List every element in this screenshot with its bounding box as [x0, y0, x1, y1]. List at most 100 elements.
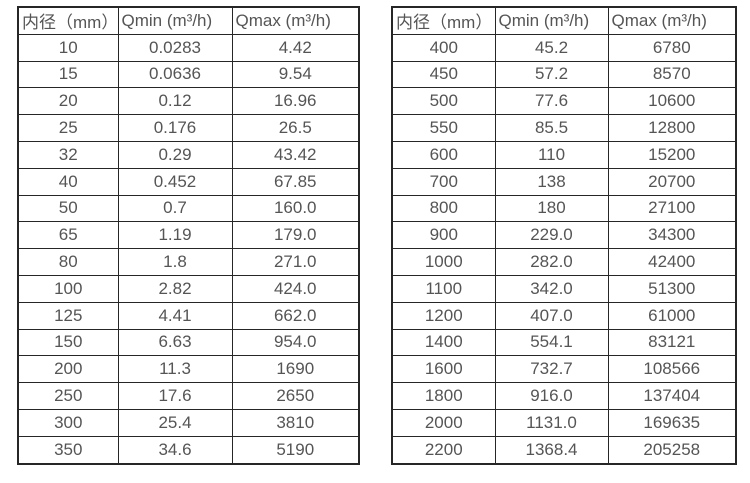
table-cell: 0.7 [117, 194, 233, 223]
table-cell: 179.0 [231, 221, 360, 250]
table-cell: 1200 [391, 301, 496, 330]
table-row: 800 180 27100 [391, 194, 737, 223]
table-cell: 160.0 [231, 194, 360, 223]
table-cell: 50 [17, 194, 119, 223]
table-cell: 0.12 [117, 87, 233, 116]
table-cell: 25 [17, 114, 119, 142]
table-cell: 400 [391, 33, 496, 62]
flow-spec-table-large-diameters: 内径（mm） Qmin (m³/h) Qmax (m³/h) 400 45.2 6780… [391, 6, 737, 465]
table-row: 25 0.176 26.5 [17, 114, 360, 142]
table-cell: 1000 [391, 248, 496, 276]
table-cell: 900 [391, 221, 496, 250]
table-cell: 300 [17, 408, 119, 437]
table-cell: 554.1 [494, 328, 609, 357]
table-cell: 45.2 [494, 33, 609, 62]
table-cell: 26.5 [231, 114, 360, 142]
table-cell: 16.96 [231, 87, 360, 116]
table-row: 40 0.452 67.85 [17, 167, 360, 196]
table-row: 300 25.4 3810 [17, 408, 360, 437]
table-row: 1200 407.0 61000 [391, 301, 737, 330]
column-header: 内径（mm） [17, 6, 119, 35]
table-cell: 180 [494, 194, 609, 223]
table-cell: 15 [17, 60, 119, 89]
table-cell: 20700 [607, 167, 737, 196]
table-cell: 229.0 [494, 221, 609, 250]
table-cell: 2000 [391, 408, 496, 437]
table-cell: 150 [17, 328, 119, 357]
table-cell: 27100 [607, 194, 737, 223]
table-cell: 9.54 [231, 60, 360, 89]
table-row: 100 2.82 424.0 [17, 274, 360, 303]
table-cell: 600 [391, 140, 496, 169]
column-header: Qmax (m³/h) [231, 6, 360, 35]
table-cell: 271.0 [231, 248, 360, 276]
table-cell: 800 [391, 194, 496, 223]
table-cell: 700 [391, 167, 496, 196]
table-cell: 11.3 [117, 355, 233, 384]
table-cell: 342.0 [494, 274, 609, 303]
table-cell: 2650 [231, 382, 360, 410]
table-row: 1000 282.0 42400 [391, 248, 737, 276]
table-cell: 954.0 [231, 328, 360, 357]
table-cell: 32 [17, 140, 119, 169]
column-header: Qmax (m³/h) [607, 6, 737, 35]
table-cell: 282.0 [494, 248, 609, 276]
table-cell: 17.6 [117, 382, 233, 410]
header-row: 内径（mm） Qmin (m³/h) Qmax (m³/h) [17, 6, 360, 35]
table-row: 200 11.3 1690 [17, 355, 360, 384]
table-cell: 2.82 [117, 274, 233, 303]
table-cell: 125 [17, 301, 119, 330]
table-row: 32 0.29 43.42 [17, 140, 360, 169]
table-cell: 3810 [231, 408, 360, 437]
table-row: 350 34.6 5190 [17, 435, 360, 465]
table-cell: 0.29 [117, 140, 233, 169]
table-row: 1600 732.7 108566 [391, 355, 737, 384]
table-cell: 500 [391, 87, 496, 116]
table-row: 500 77.6 10600 [391, 87, 737, 116]
table-cell: 83121 [607, 328, 737, 357]
table-cell: 1800 [391, 382, 496, 410]
table-cell: 732.7 [494, 355, 609, 384]
table-row: 50 0.7 160.0 [17, 194, 360, 223]
table-cell: 1100 [391, 274, 496, 303]
table-cell: 67.85 [231, 167, 360, 196]
table-cell: 110 [494, 140, 609, 169]
column-header: 内径（mm） [391, 6, 496, 35]
table-cell: 1.8 [117, 248, 233, 276]
table-cell: 6780 [607, 33, 737, 62]
table-row: 125 4.41 662.0 [17, 301, 360, 330]
table-row: 600 110 15200 [391, 140, 737, 169]
table-cell: 0.0636 [117, 60, 233, 89]
table-cell: 108566 [607, 355, 737, 384]
table-cell: 34.6 [117, 435, 233, 465]
table-cell: 5190 [231, 435, 360, 465]
table-cell: 1.19 [117, 221, 233, 250]
table-cell: 0.0283 [117, 33, 233, 62]
table-row: 250 17.6 2650 [17, 382, 360, 410]
table-cell: 407.0 [494, 301, 609, 330]
table-cell: 4.41 [117, 301, 233, 330]
table-row: 400 45.2 6780 [391, 33, 737, 62]
table-row: 2200 1368.4 205258 [391, 435, 737, 465]
table-row: 2000 1131.0 169635 [391, 408, 737, 437]
table-cell: 169635 [607, 408, 737, 437]
table-cell: 1690 [231, 355, 360, 384]
table-cell: 424.0 [231, 274, 360, 303]
table-row: 1100 342.0 51300 [391, 274, 737, 303]
table-cell: 138 [494, 167, 609, 196]
table-cell: 450 [391, 60, 496, 89]
table-cell: 42400 [607, 248, 737, 276]
table-cell: 100 [17, 274, 119, 303]
table-cell: 1131.0 [494, 408, 609, 437]
table-cell: 916.0 [494, 382, 609, 410]
table-row: 900 229.0 34300 [391, 221, 737, 250]
column-header: Qmin (m³/h) [117, 6, 233, 35]
table-cell: 6.63 [117, 328, 233, 357]
table-row: 450 57.2 8570 [391, 60, 737, 89]
table-cell: 80 [17, 248, 119, 276]
table-cell: 0.452 [117, 167, 233, 196]
table-cell: 0.176 [117, 114, 233, 142]
table-row: 10 0.0283 4.42 [17, 33, 360, 62]
table-cell: 10600 [607, 87, 737, 116]
